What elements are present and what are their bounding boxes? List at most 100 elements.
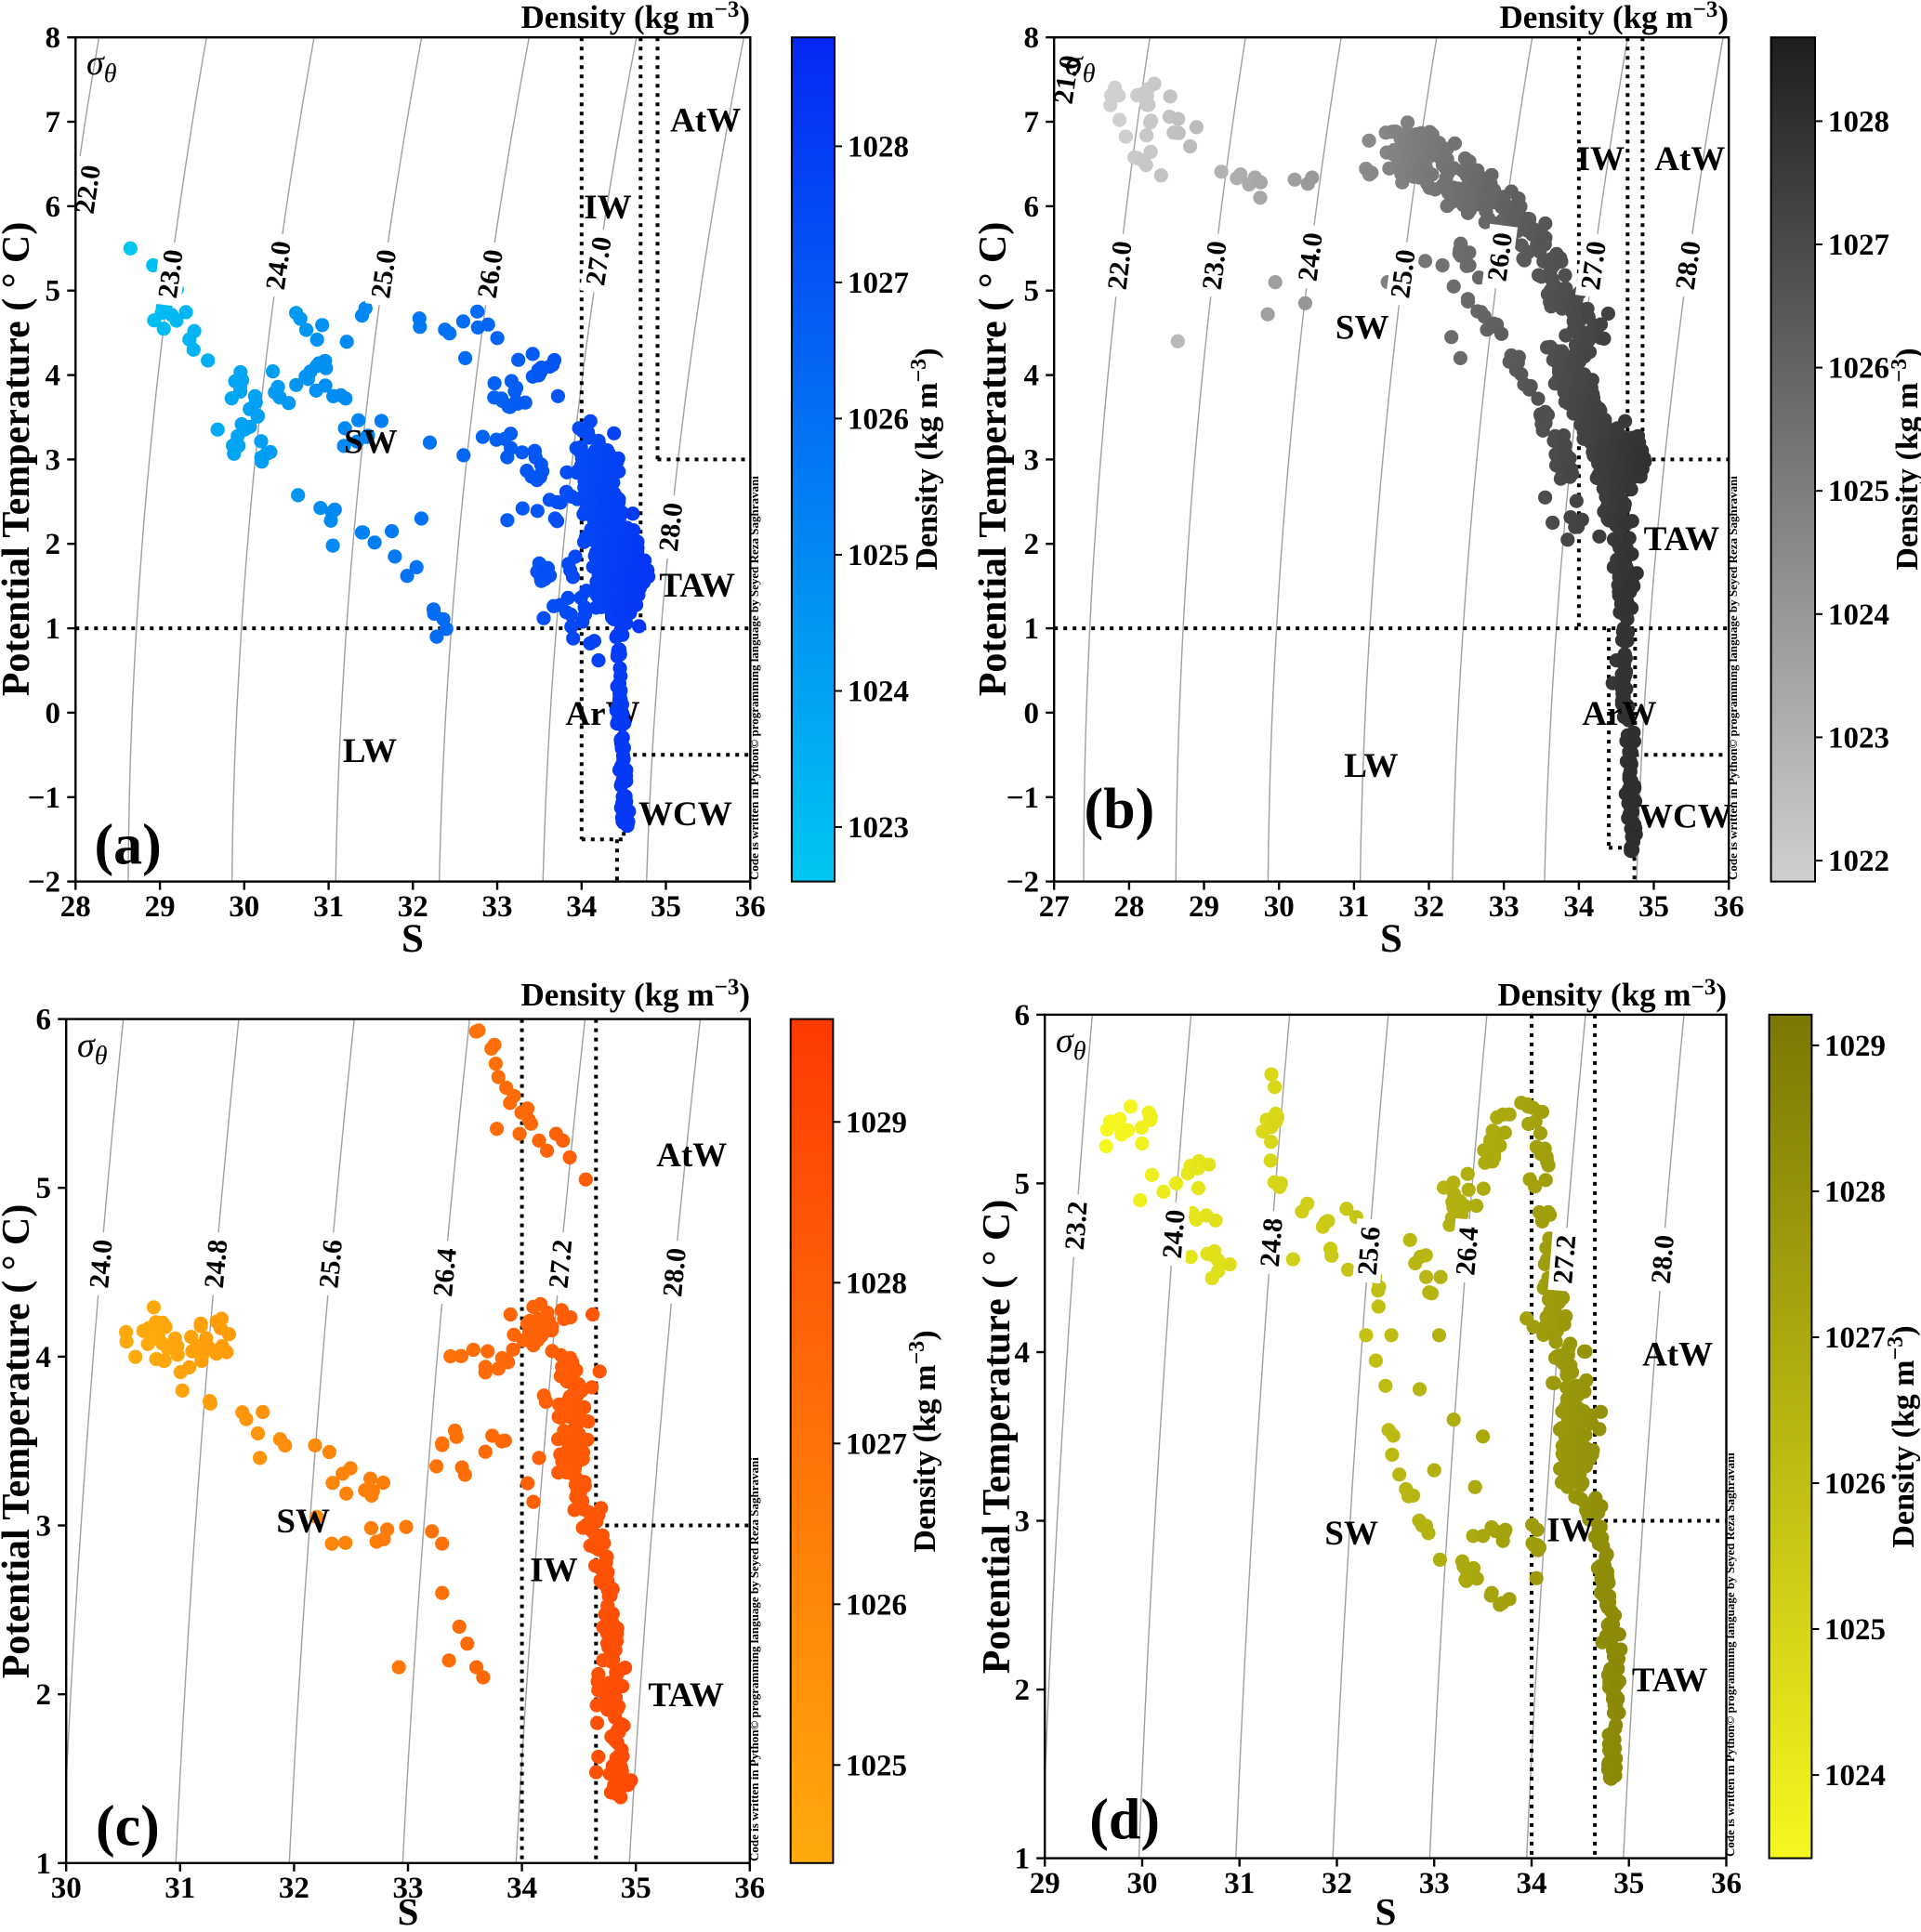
svg-text:1: 1 (1015, 1843, 1031, 1876)
svg-text:24.0: 24.0 (1157, 1209, 1191, 1260)
svg-text:25.6: 25.6 (1352, 1226, 1387, 1277)
svg-text:23.0: 23.0 (1197, 240, 1233, 292)
svg-text:1029: 1029 (1824, 1030, 1886, 1063)
svg-text:1024: 1024 (1828, 598, 1889, 632)
svg-text:6: 6 (1015, 999, 1031, 1032)
svg-text:8: 8 (1024, 21, 1040, 55)
svg-text:24.0: 24.0 (84, 1238, 118, 1289)
svg-text:1024: 1024 (1824, 1759, 1886, 1793)
svg-text:Density (kg m−3): Density (kg m−3) (907, 348, 944, 570)
svg-text:32: 32 (1414, 890, 1444, 924)
svg-text:−2: −2 (28, 866, 60, 900)
svg-text:27.0: 27.0 (1575, 239, 1612, 291)
svg-text:4: 4 (1024, 360, 1040, 393)
svg-text:23.2: 23.2 (1059, 1200, 1094, 1251)
svg-text:TAW: TAW (1644, 520, 1720, 559)
svg-text:1: 1 (36, 1847, 52, 1881)
svg-text:Density (kg m−3): Density (kg m−3) (1500, 0, 1729, 35)
svg-text:(a): (a) (94, 813, 161, 876)
svg-text:26.4: 26.4 (1450, 1226, 1484, 1277)
svg-text:Code is written in Python© pro: Code is written in Python© programming l… (747, 476, 761, 880)
svg-text:26.0: 26.0 (1481, 230, 1519, 283)
svg-text:1: 1 (46, 612, 61, 646)
svg-text:1: 1 (1024, 612, 1040, 646)
svg-text:29: 29 (1189, 890, 1219, 924)
svg-text:5: 5 (1015, 1167, 1031, 1201)
svg-text:28.0: 28.0 (653, 501, 689, 553)
svg-text:ArW: ArW (1582, 695, 1656, 733)
svg-text:1028: 1028 (1824, 1176, 1886, 1209)
svg-text:Potential Temperature ( ° C): Potential Temperature ( ° C) (972, 222, 1015, 697)
svg-text:TAW: TAW (648, 1676, 724, 1715)
svg-text:Code is written in Python© pro: Code is written in Python© programming l… (1726, 476, 1740, 880)
svg-text:S: S (401, 917, 424, 961)
svg-text:5: 5 (1024, 275, 1040, 309)
svg-text:2: 2 (36, 1678, 52, 1712)
svg-text:Density (kg m−3): Density (kg m−3) (905, 1330, 942, 1552)
svg-text:27.0: 27.0 (580, 235, 618, 288)
svg-text:34: 34 (507, 1872, 537, 1905)
svg-text:4: 4 (36, 1341, 52, 1374)
svg-text:(c): (c) (96, 1795, 160, 1859)
svg-text:30: 30 (229, 890, 259, 924)
svg-text:32: 32 (398, 890, 428, 924)
svg-text:IW: IW (530, 1552, 577, 1590)
svg-text:1024: 1024 (848, 676, 909, 709)
svg-text:28: 28 (60, 890, 91, 924)
svg-text:35: 35 (651, 890, 681, 924)
svg-text:1028: 1028 (846, 1267, 907, 1300)
svg-text:25.0: 25.0 (1385, 248, 1421, 300)
svg-text:Density (kg m−3): Density (kg m−3) (1884, 1325, 1921, 1547)
svg-text:3: 3 (36, 1510, 52, 1544)
svg-text:3: 3 (1015, 1505, 1031, 1539)
svg-text:34: 34 (1517, 1867, 1547, 1900)
svg-text:Density (kg m−3): Density (kg m−3) (521, 975, 750, 1013)
svg-text:Density (kg m−3): Density (kg m−3) (1498, 975, 1727, 1013)
svg-text:S: S (1375, 1890, 1397, 1932)
svg-text:−2: −2 (1007, 866, 1039, 900)
svg-text:27.2: 27.2 (1547, 1234, 1582, 1285)
svg-text:29: 29 (1030, 1867, 1060, 1900)
svg-text:S: S (1380, 917, 1402, 961)
svg-text:(b): (b) (1085, 778, 1155, 841)
svg-text:1027: 1027 (1824, 1321, 1886, 1355)
svg-text:35: 35 (1613, 1867, 1644, 1900)
svg-text:34: 34 (1563, 890, 1594, 924)
svg-text:AtW: AtW (1654, 140, 1725, 178)
svg-text:30: 30 (1127, 1867, 1158, 1900)
svg-text:1026: 1026 (846, 1588, 907, 1622)
svg-text:1023: 1023 (848, 811, 909, 845)
svg-text:Potential Temperature ( ° C): Potential Temperature ( ° C) (0, 222, 38, 697)
svg-text:Code is written in Python© pro: Code is written in Python© programming l… (747, 1457, 761, 1861)
svg-text:σθ: σθ (86, 44, 117, 88)
svg-text:1027: 1027 (848, 267, 909, 300)
svg-text:2: 2 (1015, 1674, 1031, 1707)
svg-text:1022: 1022 (1828, 845, 1889, 878)
svg-text:24.8: 24.8 (199, 1238, 233, 1289)
svg-text:27: 27 (1039, 890, 1070, 924)
svg-text:Potential Temperature ( ° C): Potential Temperature ( ° C) (976, 1200, 1019, 1675)
svg-text:30: 30 (51, 1872, 82, 1905)
svg-text:1025: 1025 (846, 1749, 907, 1782)
svg-text:31: 31 (313, 890, 344, 924)
svg-text:32: 32 (279, 1872, 309, 1905)
svg-text:28: 28 (1113, 890, 1144, 924)
svg-text:TAW: TAW (1632, 1662, 1708, 1700)
svg-text:−1: −1 (28, 782, 60, 815)
svg-text:LW: LW (343, 732, 397, 770)
svg-text:1027: 1027 (846, 1427, 907, 1461)
svg-text:5: 5 (36, 1172, 52, 1205)
svg-text:1028: 1028 (1828, 105, 1889, 138)
svg-text:6: 6 (46, 191, 61, 224)
svg-text:AtW: AtW (656, 1137, 727, 1175)
svg-text:24.0: 24.0 (260, 239, 297, 292)
svg-text:LW: LW (1344, 747, 1398, 785)
svg-text:Density (kg m−3): Density (kg m−3) (1888, 348, 1921, 570)
svg-text:6: 6 (1024, 191, 1040, 224)
svg-text:28.0: 28.0 (657, 1246, 692, 1297)
svg-text:1029: 1029 (846, 1106, 907, 1139)
svg-text:SW: SW (276, 1503, 330, 1541)
svg-text:36: 36 (1711, 1867, 1742, 1900)
svg-text:22.0: 22.0 (1102, 240, 1138, 292)
svg-text:31: 31 (164, 1872, 195, 1905)
